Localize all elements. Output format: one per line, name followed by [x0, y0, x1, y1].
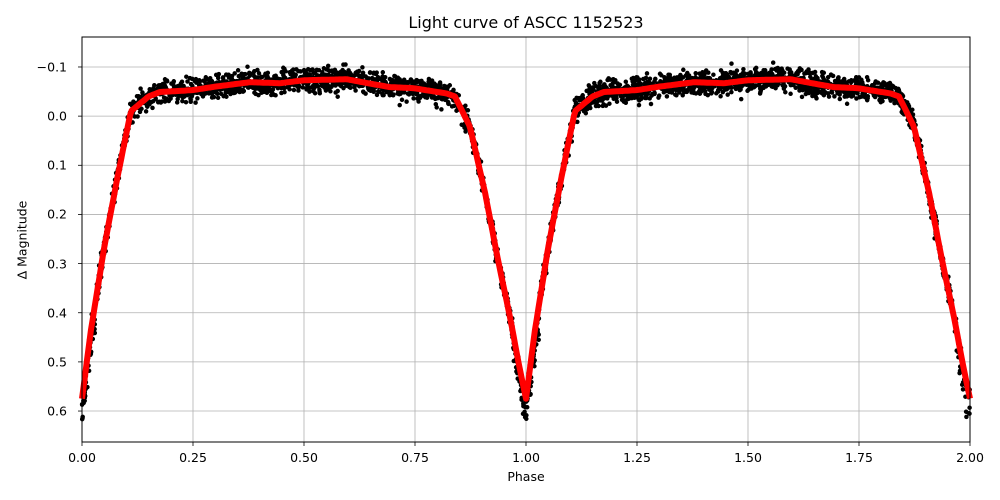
x-tick-label: 1.00 [512, 450, 540, 465]
x-tick-label: 0.75 [401, 450, 429, 465]
y-tick-label: 0.0 [47, 108, 67, 124]
tick-marks [78, 66, 971, 446]
chart-title: Light curve of ASCC 1152523 [408, 13, 644, 32]
y-tick-label: 0.2 [47, 206, 67, 222]
x-tick-label: 1.75 [845, 450, 873, 465]
y-tick-label: 0.1 [47, 157, 67, 173]
y-tick-label: −0.1 [36, 59, 67, 75]
y-tick-label: 0.5 [47, 354, 67, 370]
x-tick-label: 2.00 [956, 450, 984, 465]
x-tick-label: 0.25 [179, 450, 207, 465]
x-tick-label: 1.50 [734, 450, 762, 465]
model-fit-line [79, 76, 973, 402]
y-tick-label: 0.4 [47, 305, 67, 321]
y-tick-label: 0.3 [47, 256, 67, 272]
x-tick-label: 1.25 [623, 450, 651, 465]
x-tick-label: 0.50 [290, 450, 318, 465]
y-tick-label: 0.6 [47, 403, 67, 419]
y-axis-label: Δ Magnitude [14, 200, 30, 280]
x-tick-label: 0.00 [68, 450, 96, 465]
x-axis-label: Phase [507, 469, 545, 484]
